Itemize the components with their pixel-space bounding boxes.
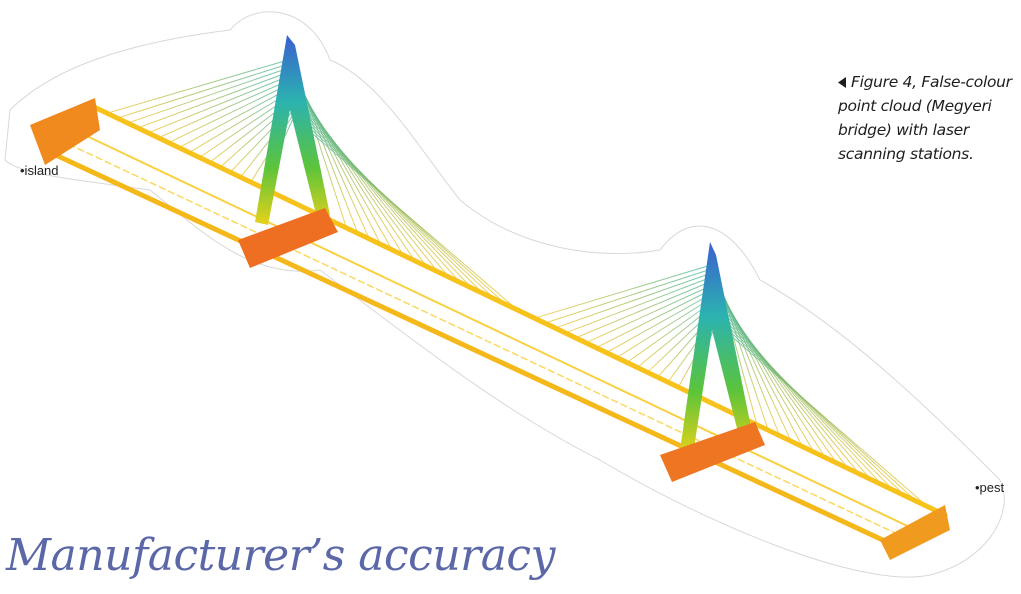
cable [544, 268, 712, 324]
caption-marker [838, 77, 846, 88]
cable [293, 83, 416, 262]
anchorage-right [880, 505, 950, 560]
pylon-left [255, 35, 330, 225]
cable [606, 292, 714, 354]
cable [718, 324, 929, 508]
cable [715, 284, 815, 453]
outline [4, 11, 1005, 578]
cable [626, 300, 714, 363]
cable [178, 87, 291, 149]
deck-mid [69, 127, 921, 533]
cable [565, 276, 713, 334]
cable [294, 95, 450, 278]
cable [716, 296, 849, 469]
cable [294, 91, 439, 273]
cable [595, 288, 714, 349]
cable [158, 79, 290, 139]
deck-far [87, 102, 948, 518]
cable [293, 79, 404, 256]
cable [188, 91, 291, 153]
cable [575, 280, 713, 339]
cable [294, 99, 461, 284]
station-label: •island [20, 163, 59, 178]
cable [715, 292, 838, 464]
cable [716, 304, 872, 480]
cable [295, 107, 484, 294]
cable [294, 103, 473, 289]
cable [296, 119, 518, 311]
cables [106, 59, 929, 508]
anchorage-left [30, 98, 100, 165]
deck-rail [59, 139, 911, 541]
cable [168, 83, 291, 144]
section-heading: Manufacturer’s accuracy [6, 530, 555, 581]
cable [293, 87, 427, 267]
cable [716, 308, 883, 486]
cable [534, 264, 712, 319]
pier-left [238, 208, 338, 268]
station-label: •pest [975, 480, 1005, 495]
cable [117, 63, 289, 119]
cable [127, 67, 289, 124]
cable [717, 312, 895, 491]
figure-caption: Figure 4, False-colour point cloud (Megy… [838, 70, 1016, 166]
cable [616, 296, 714, 358]
deck-near [42, 147, 903, 551]
cable [716, 300, 860, 475]
cable [106, 59, 289, 114]
cable [585, 284, 713, 344]
pier-right [660, 422, 765, 482]
cable [137, 71, 290, 129]
cable [147, 75, 290, 134]
cable [554, 272, 712, 329]
deck [42, 102, 948, 551]
pylon-right [680, 242, 752, 455]
cable [715, 288, 826, 458]
caption-text: Figure 4, False-colour point cloud (Megy… [838, 73, 1012, 163]
